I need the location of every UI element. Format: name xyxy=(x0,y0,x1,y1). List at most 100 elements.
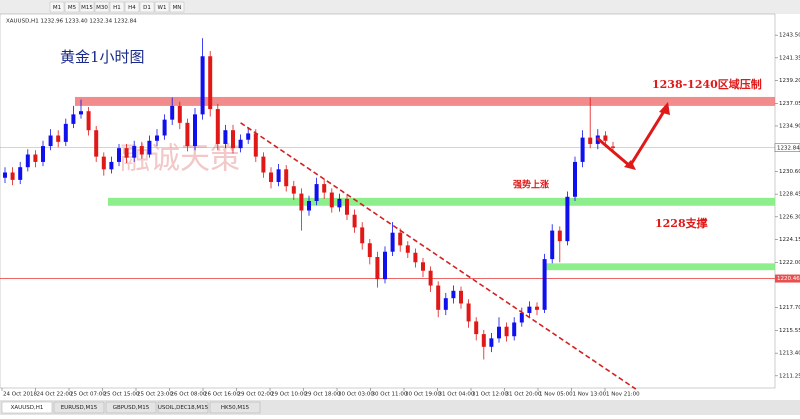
timeframe-button[interactable]: M5 xyxy=(68,5,77,11)
timeframe-button[interactable] xyxy=(139,1,155,13)
annotation: 1238-1240区域压制 xyxy=(652,77,762,91)
candle-body xyxy=(436,285,441,310)
x-tick-label: 1 Nov 13:00 xyxy=(573,392,607,398)
y-tick-label: 1222.00 xyxy=(779,260,800,266)
tab[interactable]: USOIL,DEC18,M15 xyxy=(158,405,209,411)
timeframe-button[interactable]: H1 xyxy=(113,5,121,11)
candle-body xyxy=(193,114,197,147)
timeframe-button[interactable] xyxy=(124,1,140,13)
y-tick-label: 1230.60 xyxy=(779,169,800,175)
arrows xyxy=(596,102,670,170)
candle-body xyxy=(512,322,517,337)
candle-body xyxy=(238,139,243,149)
timeframe-button[interactable] xyxy=(49,1,65,13)
candle-body xyxy=(291,186,296,194)
y-tick-label: 1211.25 xyxy=(779,373,800,379)
tab[interactable] xyxy=(1,401,53,414)
arrow-head xyxy=(624,160,636,170)
timeframe-button[interactable]: M1 xyxy=(53,5,61,11)
tab[interactable] xyxy=(209,401,261,414)
chart-title: 黄金1小时图 xyxy=(60,48,145,66)
candle-body xyxy=(390,232,395,252)
x-tick-label: 25 Oct 15:00 xyxy=(104,392,140,398)
candle-body xyxy=(185,122,190,147)
zone xyxy=(75,96,775,106)
x-tick-label: 1 Nov 21:00 xyxy=(606,392,640,398)
candle-body xyxy=(94,130,99,157)
candle-body xyxy=(3,172,7,178)
candle-body xyxy=(413,252,418,263)
y-tick-label: 1237.05 xyxy=(779,101,800,107)
x-tick-label: 30 Oct 03:00 xyxy=(338,392,374,398)
tab[interactable] xyxy=(105,401,157,414)
candle-body xyxy=(451,290,456,299)
candle-body xyxy=(383,251,387,280)
x-tick-label: 30 Oct 11:00 xyxy=(372,392,408,398)
candle-body xyxy=(550,230,555,260)
candle-body xyxy=(504,326,509,337)
tab[interactable] xyxy=(53,401,105,414)
tab[interactable] xyxy=(157,401,209,414)
timeframe-button[interactable] xyxy=(64,1,80,13)
candle-body xyxy=(329,192,334,208)
candle-body xyxy=(177,105,182,123)
timeframe-button[interactable] xyxy=(154,1,170,13)
candle-body xyxy=(375,256,380,280)
x-tick-label: 1 Nov 05:00 xyxy=(539,392,573,398)
y-tick-label: 1243.50 xyxy=(779,33,800,39)
timeframe-button[interactable] xyxy=(169,1,185,13)
candle-body xyxy=(443,298,448,310)
timeframe-button[interactable]: W1 xyxy=(158,5,167,11)
candle-body xyxy=(86,111,91,131)
candle-body xyxy=(231,130,235,149)
x-tick-label: 25 Oct 23:00 xyxy=(137,392,173,398)
candle-body xyxy=(459,290,463,304)
candle-body xyxy=(611,146,615,148)
timeframe-button[interactable]: M15 xyxy=(81,5,93,11)
y-tick-label: 1224.15 xyxy=(779,237,800,243)
candle-body xyxy=(139,146,144,155)
timeframe-button[interactable]: M30 xyxy=(96,5,108,11)
candle-body xyxy=(56,135,61,142)
tab[interactable]: GBPUSD,M15 xyxy=(113,405,150,411)
candle-body xyxy=(565,196,570,242)
timeframe-button[interactable] xyxy=(94,1,110,13)
candle-body xyxy=(215,109,220,144)
y-tick-label: 1226.30 xyxy=(779,214,800,220)
timeframe-button[interactable] xyxy=(109,1,125,13)
candle-body xyxy=(269,172,273,182)
y-tick-label: 1213.40 xyxy=(779,351,800,357)
timeframe-button[interactable]: H4 xyxy=(128,5,136,11)
timeframe-button[interactable]: D1 xyxy=(143,5,151,11)
tab[interactable]: EURUSD,M15 xyxy=(61,405,98,411)
candle-body xyxy=(41,146,45,162)
timeframe-button[interactable] xyxy=(79,1,95,13)
candle-body xyxy=(299,193,304,211)
candle-body xyxy=(79,111,83,115)
x-tick-label: 31 Oct 20:00 xyxy=(506,392,542,398)
tab[interactable]: XAUUSD,H1 xyxy=(11,405,44,411)
y-tick-label: 1239.20 xyxy=(779,78,800,84)
tab[interactable]: HK50,M15 xyxy=(221,405,250,411)
price-label-box xyxy=(774,143,800,153)
x-tick-label: 26 Oct 08:00 xyxy=(171,392,207,398)
x-tick-label: 29 Oct 10:00 xyxy=(271,392,307,398)
candle-body xyxy=(147,140,152,155)
y-tick-label: 1217.70 xyxy=(779,305,800,311)
zone xyxy=(108,197,775,206)
candle-body xyxy=(489,338,494,347)
x-tick-label: 26 Oct 16:00 xyxy=(204,392,240,398)
candle-body xyxy=(421,262,425,271)
timeframe-button[interactable]: MN xyxy=(173,5,182,11)
candle-body xyxy=(405,245,410,253)
candle-body xyxy=(117,148,121,162)
candle-body xyxy=(535,306,539,310)
x-tick-label: 29 Oct 02:00 xyxy=(238,392,274,398)
candle-body xyxy=(101,156,106,170)
candle-body xyxy=(246,133,251,140)
candle-body xyxy=(557,230,562,242)
candle-body xyxy=(253,133,258,157)
x-tick-label: 24 Oct 22:00 xyxy=(37,392,73,398)
candle-body xyxy=(481,334,486,347)
